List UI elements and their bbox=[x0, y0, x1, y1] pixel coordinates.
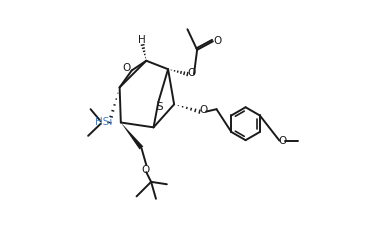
Text: O: O bbox=[279, 136, 287, 146]
Text: O: O bbox=[122, 63, 130, 74]
Text: O: O bbox=[200, 105, 208, 115]
Text: HSi: HSi bbox=[95, 117, 113, 127]
Text: S: S bbox=[156, 102, 163, 112]
Text: H: H bbox=[137, 35, 145, 45]
Text: O: O bbox=[141, 165, 149, 175]
Text: O: O bbox=[213, 36, 221, 46]
Polygon shape bbox=[121, 122, 143, 149]
Text: O: O bbox=[188, 68, 196, 78]
